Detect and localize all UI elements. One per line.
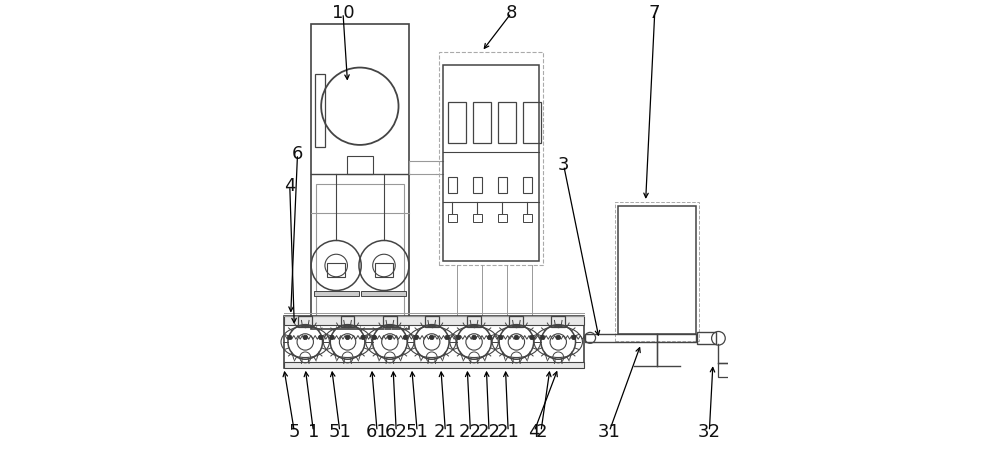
- Text: 10: 10: [332, 4, 354, 22]
- Text: 22: 22: [478, 423, 501, 441]
- Bar: [523, 214, 532, 222]
- Circle shape: [388, 335, 392, 340]
- Circle shape: [372, 335, 377, 340]
- Circle shape: [499, 335, 503, 340]
- Circle shape: [472, 335, 476, 340]
- Bar: [311, 24, 409, 329]
- Circle shape: [456, 335, 461, 340]
- Bar: [375, 263, 393, 277]
- Bar: [509, 316, 523, 327]
- Text: 5: 5: [289, 423, 300, 441]
- Bar: [316, 184, 404, 320]
- Circle shape: [303, 335, 308, 340]
- Bar: [448, 102, 466, 142]
- Bar: [697, 333, 716, 344]
- Bar: [473, 214, 482, 222]
- Bar: [425, 316, 439, 327]
- Circle shape: [530, 335, 534, 340]
- Text: 61: 61: [366, 423, 389, 441]
- Text: 3: 3: [558, 156, 569, 174]
- Bar: [498, 214, 507, 222]
- Text: 8: 8: [506, 4, 517, 22]
- Text: 21: 21: [434, 423, 457, 441]
- Text: 62: 62: [385, 423, 408, 441]
- Text: 4: 4: [284, 177, 296, 195]
- Circle shape: [403, 335, 408, 340]
- Circle shape: [429, 335, 434, 340]
- Circle shape: [345, 335, 350, 340]
- Bar: [443, 65, 539, 261]
- Bar: [383, 316, 397, 327]
- Bar: [718, 363, 730, 377]
- Bar: [361, 290, 406, 296]
- Text: 21: 21: [497, 423, 520, 441]
- Bar: [498, 177, 507, 193]
- Bar: [284, 362, 584, 368]
- Circle shape: [414, 335, 418, 340]
- Circle shape: [319, 335, 323, 340]
- Bar: [523, 102, 541, 142]
- Bar: [473, 177, 482, 193]
- Circle shape: [361, 335, 365, 340]
- Circle shape: [540, 335, 545, 340]
- Bar: [615, 202, 699, 341]
- Text: 51: 51: [406, 423, 429, 441]
- Bar: [467, 316, 481, 327]
- Bar: [523, 177, 532, 193]
- Circle shape: [287, 335, 292, 340]
- Bar: [448, 177, 457, 193]
- Text: 22: 22: [459, 423, 482, 441]
- Circle shape: [572, 335, 576, 340]
- Text: 1: 1: [308, 423, 319, 441]
- Bar: [284, 316, 584, 368]
- Circle shape: [487, 335, 492, 340]
- Circle shape: [330, 335, 334, 340]
- Text: 31: 31: [598, 423, 621, 441]
- Circle shape: [514, 335, 519, 340]
- Bar: [341, 316, 354, 327]
- Bar: [448, 214, 457, 222]
- Bar: [585, 334, 696, 342]
- Text: 32: 32: [698, 423, 721, 441]
- Bar: [473, 102, 491, 142]
- Bar: [551, 316, 565, 327]
- Bar: [284, 316, 584, 325]
- Text: 6: 6: [292, 145, 303, 163]
- Bar: [439, 52, 543, 266]
- Circle shape: [556, 335, 561, 340]
- Text: 4: 4: [528, 423, 540, 441]
- Bar: [618, 207, 696, 334]
- Text: 7: 7: [649, 4, 660, 22]
- Bar: [347, 156, 373, 174]
- Bar: [298, 316, 312, 327]
- Bar: [314, 290, 359, 296]
- Circle shape: [445, 335, 450, 340]
- Bar: [327, 263, 345, 277]
- Text: 2: 2: [535, 423, 547, 441]
- Text: 51: 51: [328, 423, 351, 441]
- Bar: [498, 102, 516, 142]
- Bar: [315, 74, 325, 147]
